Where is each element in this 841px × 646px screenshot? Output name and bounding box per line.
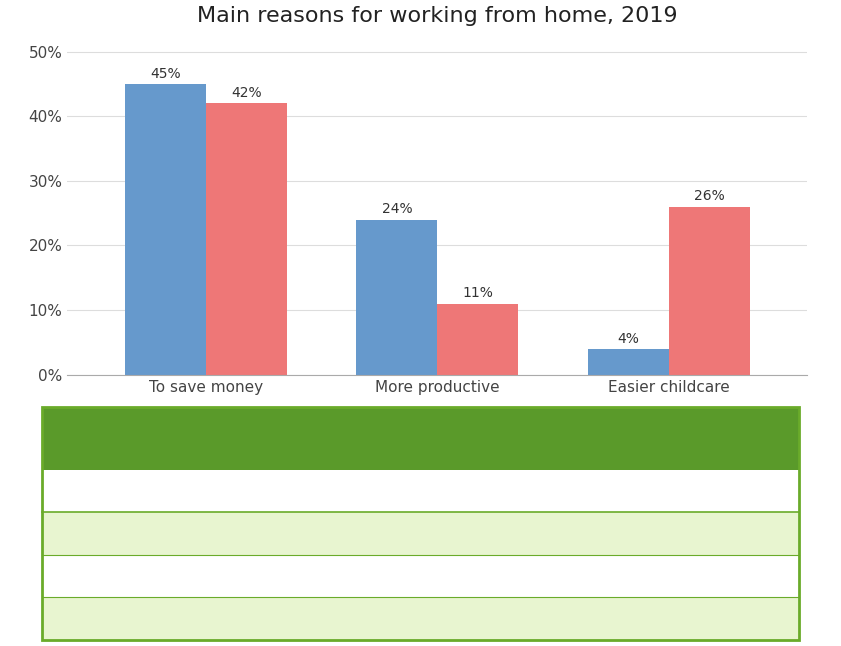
- Text: Males: Males: [360, 483, 410, 499]
- Bar: [357, 220, 437, 375]
- Text: 4%: 4%: [617, 331, 639, 346]
- Bar: [437, 304, 518, 375]
- Bar: [588, 349, 669, 375]
- Bar: [125, 84, 206, 375]
- Text: 74%: 74%: [549, 526, 583, 541]
- FancyBboxPatch shape: [42, 555, 799, 597]
- Bar: [206, 103, 287, 375]
- Text: Over 30: Over 30: [80, 611, 141, 626]
- Text: Females: Females: [549, 483, 620, 499]
- Text: 10 to 30: 10 to 30: [80, 568, 144, 583]
- Text: 26%: 26%: [694, 189, 724, 203]
- Text: 81%: 81%: [360, 611, 394, 626]
- FancyBboxPatch shape: [42, 470, 799, 512]
- Text: 45%: 45%: [151, 67, 181, 81]
- Text: 24%: 24%: [382, 202, 412, 216]
- FancyBboxPatch shape: [42, 512, 799, 555]
- Text: Hours worked from home, 2019: Hours worked from home, 2019: [235, 428, 606, 448]
- Text: 6%: 6%: [549, 611, 574, 626]
- Text: 11%: 11%: [463, 286, 493, 300]
- Text: Hours of work per week: Hours of work per week: [80, 483, 284, 499]
- Text: 22%: 22%: [549, 568, 583, 583]
- FancyBboxPatch shape: [42, 597, 799, 640]
- Bar: [669, 207, 749, 375]
- Text: 3%: 3%: [360, 526, 384, 541]
- FancyBboxPatch shape: [42, 407, 799, 470]
- Text: Under 10: Under 10: [80, 526, 151, 541]
- Text: 16%: 16%: [360, 568, 394, 583]
- Text: 42%: 42%: [231, 86, 262, 100]
- Legend: Males, Females: Males, Females: [352, 417, 522, 442]
- Title: Main reasons for working from home, 2019: Main reasons for working from home, 2019: [197, 6, 678, 26]
